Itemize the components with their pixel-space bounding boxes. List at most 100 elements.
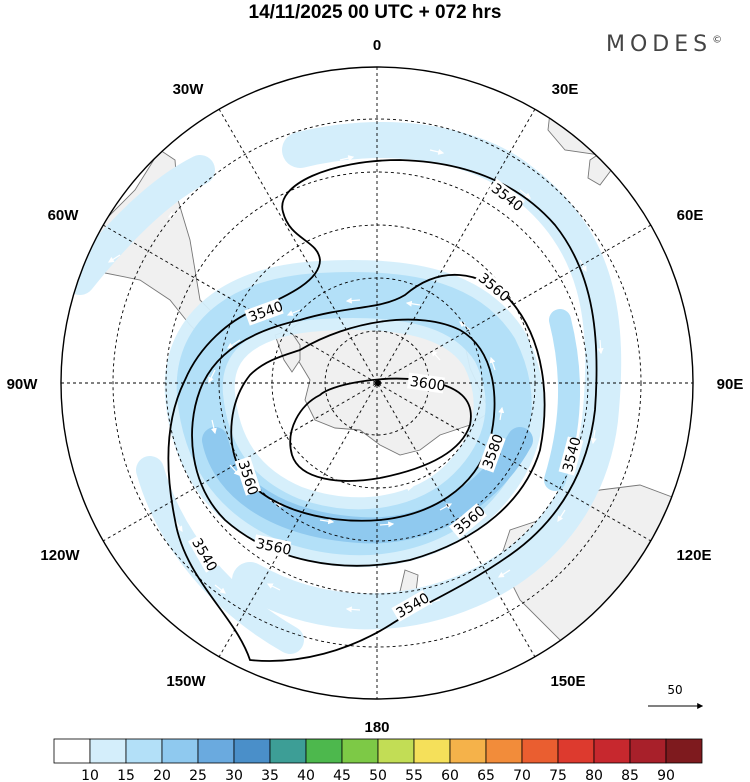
wind-arrow [227, 339, 241, 349]
jet-band-core [202, 427, 533, 544]
wind-arrow [497, 569, 511, 578]
lon-label-150w: 150W [166, 673, 206, 690]
contour-label-bg [478, 433, 506, 473]
lon-label-60w: 60W [48, 207, 80, 224]
wind-arrow [597, 339, 604, 355]
colorbar-tick-label: 85 [621, 768, 639, 782]
colorbar-swatch [305, 738, 343, 764]
colorbar-tick-label: 45 [333, 768, 351, 782]
colorbar: 10 15 20 25 30 35 40 45 50 55 60 65 70 75 80 85 90 [53, 738, 703, 782]
brand-name: MODES [606, 32, 713, 57]
colorbar-swatch [377, 738, 415, 764]
brand-logo: MODES© [606, 32, 722, 57]
contour-label: 3600 [409, 374, 447, 395]
wind-arrow [266, 583, 281, 591]
wind-arrow [210, 419, 217, 435]
wind-arrow [405, 300, 421, 307]
reference-vector-label: 50 [667, 683, 682, 697]
colorbar-tick-label: 65 [477, 768, 495, 782]
colorbar-tick-label: 15 [117, 768, 135, 782]
contour-label: 3560 [254, 536, 292, 559]
colorbar-tick-label: 25 [189, 768, 207, 782]
outer-jet-band-core [544, 309, 581, 491]
colorbar-tick-label: 20 [153, 768, 171, 782]
colorbar-swatch [233, 738, 271, 764]
wind-arrow [431, 350, 441, 361]
colorbar-tick-label: 55 [405, 768, 423, 782]
contour-label-bg [474, 268, 512, 304]
wind-arrow [319, 518, 335, 525]
lon-label-0: 0 [373, 37, 381, 54]
wind-arrow [498, 406, 505, 421]
map-title: 14/11/2025 00 UTC + 072 hrs [248, 2, 502, 23]
wind-arrow [214, 584, 226, 594]
wind-arrow [345, 606, 361, 613]
colorbar-swatch [449, 738, 487, 764]
contour-3540 [167, 159, 598, 662]
colorbar-tick-label: 70 [513, 768, 531, 782]
latitude-circle [112, 118, 642, 648]
wind-arrow [399, 485, 414, 492]
colorbar-swatch [521, 738, 559, 764]
colorbar-swatch [89, 738, 127, 764]
map-boundary [60, 66, 694, 700]
colorbar-swatch [161, 738, 199, 764]
contour-label-bg [391, 590, 431, 622]
wind-arrow [107, 254, 121, 263]
wind-arrow [439, 503, 453, 511]
colorbar-swatch [665, 738, 703, 764]
colorbar-swatch [269, 738, 307, 764]
colorbar-swatch [413, 738, 451, 764]
brand-mark: © [712, 34, 723, 46]
colorbar-tick-label: 10 [81, 768, 99, 782]
wind-arrow [167, 209, 181, 218]
contour-label-bg [252, 534, 292, 558]
lon-label-180: 180 [364, 719, 389, 736]
wind-arrow [557, 509, 566, 523]
reference-vector: 50 [648, 683, 704, 709]
colorbar-swatch [341, 738, 379, 764]
colorbar-tick-label: 40 [297, 768, 315, 782]
colorbar-swatch [557, 738, 595, 764]
wind-arrow [379, 521, 395, 528]
contour-label-bg [558, 436, 584, 476]
subtropical-band-west [65, 155, 215, 295]
lon-label-120e: 120E [676, 547, 711, 564]
wind-arrow [429, 148, 445, 155]
lon-label-90w: 90W [7, 376, 39, 393]
colorbar-tick-label: 75 [549, 768, 567, 782]
colorbar-swatch [197, 738, 235, 764]
colorbar-tick-label: 35 [261, 768, 279, 782]
colorbar-swatch [629, 738, 667, 764]
lon-label-30w: 30W [173, 81, 205, 98]
wind-arrow [590, 429, 597, 445]
wind-arrow [339, 155, 355, 162]
colorbar-swatch [485, 738, 523, 764]
contour-3600 [289, 377, 472, 482]
wind-arrow [208, 369, 216, 384]
wind-arrow [286, 309, 301, 316]
contour-label-bg [188, 533, 220, 573]
subtropical-band-south [136, 456, 304, 654]
contour-label-bg [234, 456, 262, 496]
lon-label-60e: 60E [677, 207, 704, 224]
colorbar-swatch [125, 738, 163, 764]
map-field [61, 67, 693, 699]
wind-arrow [489, 356, 496, 371]
wind-arrow [229, 464, 240, 476]
contour-label-bg [486, 178, 526, 214]
wind-arrow [459, 321, 471, 331]
pole-dot [375, 380, 381, 386]
graticule [61, 67, 693, 699]
colorbar-tick-label: 50 [369, 768, 387, 782]
wind-arrow [519, 189, 531, 199]
contour-label-bg [407, 372, 445, 394]
contour-label-bg [244, 298, 284, 326]
wind-arrow [454, 427, 462, 441]
colorbar-tick-label: 80 [585, 768, 603, 782]
lon-label-150e: 150E [550, 673, 585, 690]
contour-label-bg [449, 503, 487, 539]
colorbar-tick-label: 90 [657, 768, 675, 782]
contour-3560 [191, 274, 546, 567]
